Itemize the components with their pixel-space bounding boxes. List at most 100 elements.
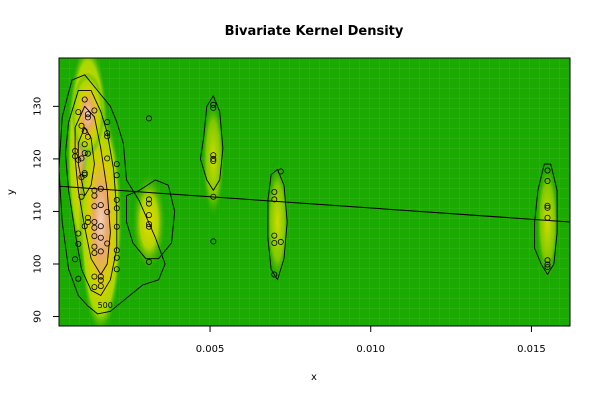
y-axis-label: y — [6, 189, 17, 195]
data-point — [113, 205, 120, 212]
density-peak — [71, 72, 104, 157]
data-point — [104, 130, 111, 137]
texture-stripe — [59, 78, 570, 79]
contour-line — [74, 105, 111, 275]
density-peak — [265, 158, 290, 286]
texture-stripe — [59, 248, 570, 249]
data-point — [271, 188, 278, 195]
texture-stripe — [559, 58, 560, 326]
data-point — [145, 258, 152, 265]
texture-stripe — [59, 178, 570, 179]
data-point — [544, 264, 551, 271]
data-point — [75, 109, 82, 116]
contour-label: 500 — [98, 301, 113, 310]
data-point — [113, 254, 120, 261]
texture-stripe — [509, 58, 510, 326]
plot-area — [59, 58, 570, 326]
y-tick-label: 90 — [33, 310, 44, 323]
data-point — [97, 283, 104, 290]
texture-stripe — [59, 308, 570, 309]
data-point — [97, 248, 104, 255]
texture-stripe — [59, 88, 570, 89]
x-axis: 0.005 0.010 0.015 — [196, 325, 546, 355]
data-point — [271, 196, 278, 203]
texture-stripe — [479, 58, 480, 326]
texture-stripe — [419, 58, 420, 326]
texture-stripe — [59, 318, 570, 319]
data-point — [271, 232, 278, 239]
data-point — [84, 150, 91, 157]
data-point — [113, 161, 120, 168]
data-point — [78, 193, 85, 200]
data-point — [210, 152, 217, 159]
texture-stripe — [429, 58, 430, 326]
data-point — [277, 168, 284, 175]
data-point — [72, 256, 79, 263]
data-point — [277, 238, 284, 245]
data-point — [113, 247, 120, 254]
texture-stripe — [59, 208, 570, 209]
data-point — [84, 133, 91, 140]
data-point — [91, 107, 98, 114]
data-point — [97, 277, 104, 284]
data-point — [97, 202, 104, 209]
contour-line — [267, 168, 288, 281]
density-peak — [201, 95, 226, 222]
y-tick-label: 110 — [33, 202, 44, 221]
contour-line — [59, 74, 166, 315]
contour-line — [199, 95, 224, 191]
texture-stripe — [389, 58, 390, 326]
texture-stripe — [289, 58, 290, 326]
data-point — [113, 196, 120, 203]
texture-stripe — [59, 298, 570, 299]
data-point — [75, 240, 82, 247]
data-point — [145, 221, 152, 228]
x-tick-label: 0.010 — [356, 344, 385, 355]
data-point — [78, 155, 85, 162]
texture-stripe — [489, 58, 490, 326]
data-point — [81, 141, 88, 148]
data-point — [91, 243, 98, 250]
data-point — [104, 119, 111, 126]
texture-stripe — [349, 58, 350, 326]
data-point — [544, 177, 551, 184]
texture-stripe — [59, 148, 570, 149]
texture-stripe — [259, 58, 260, 326]
texture-stripe — [59, 118, 570, 119]
data-point — [113, 266, 120, 273]
data-point — [271, 271, 278, 278]
data-point — [91, 249, 98, 256]
data-point — [210, 104, 217, 111]
texture-stripe — [59, 188, 570, 189]
density-peak — [535, 158, 560, 286]
texture-stripe — [469, 58, 470, 326]
x-axis-label: x — [311, 372, 317, 383]
texture-stripe — [179, 58, 180, 326]
data-point — [75, 275, 82, 282]
data-point — [271, 239, 278, 246]
texture-stripe — [379, 58, 380, 326]
data-point — [75, 230, 82, 237]
y-tick-label: 100 — [33, 254, 44, 273]
texture-stripe — [59, 258, 570, 259]
regression-line — [59, 185, 570, 223]
contour-line — [126, 179, 176, 260]
data-point — [145, 200, 152, 207]
contour-line — [77, 126, 95, 197]
data-point — [104, 240, 111, 247]
data-point — [84, 111, 91, 118]
texture-stripe — [59, 238, 570, 239]
texture-stripe — [229, 58, 230, 326]
data-point — [81, 127, 88, 134]
x-tick-label: 0.005 — [196, 344, 225, 355]
contour-line — [534, 163, 558, 275]
data-point — [91, 284, 98, 291]
texture-stripe — [359, 58, 360, 326]
texture-stripe — [59, 158, 570, 159]
contour-line — [64, 90, 118, 296]
data-point — [91, 224, 98, 231]
texture-stripe — [59, 268, 570, 269]
texture-stripe — [239, 58, 240, 326]
texture-stripe — [199, 58, 200, 326]
texture-stripe — [59, 228, 570, 229]
